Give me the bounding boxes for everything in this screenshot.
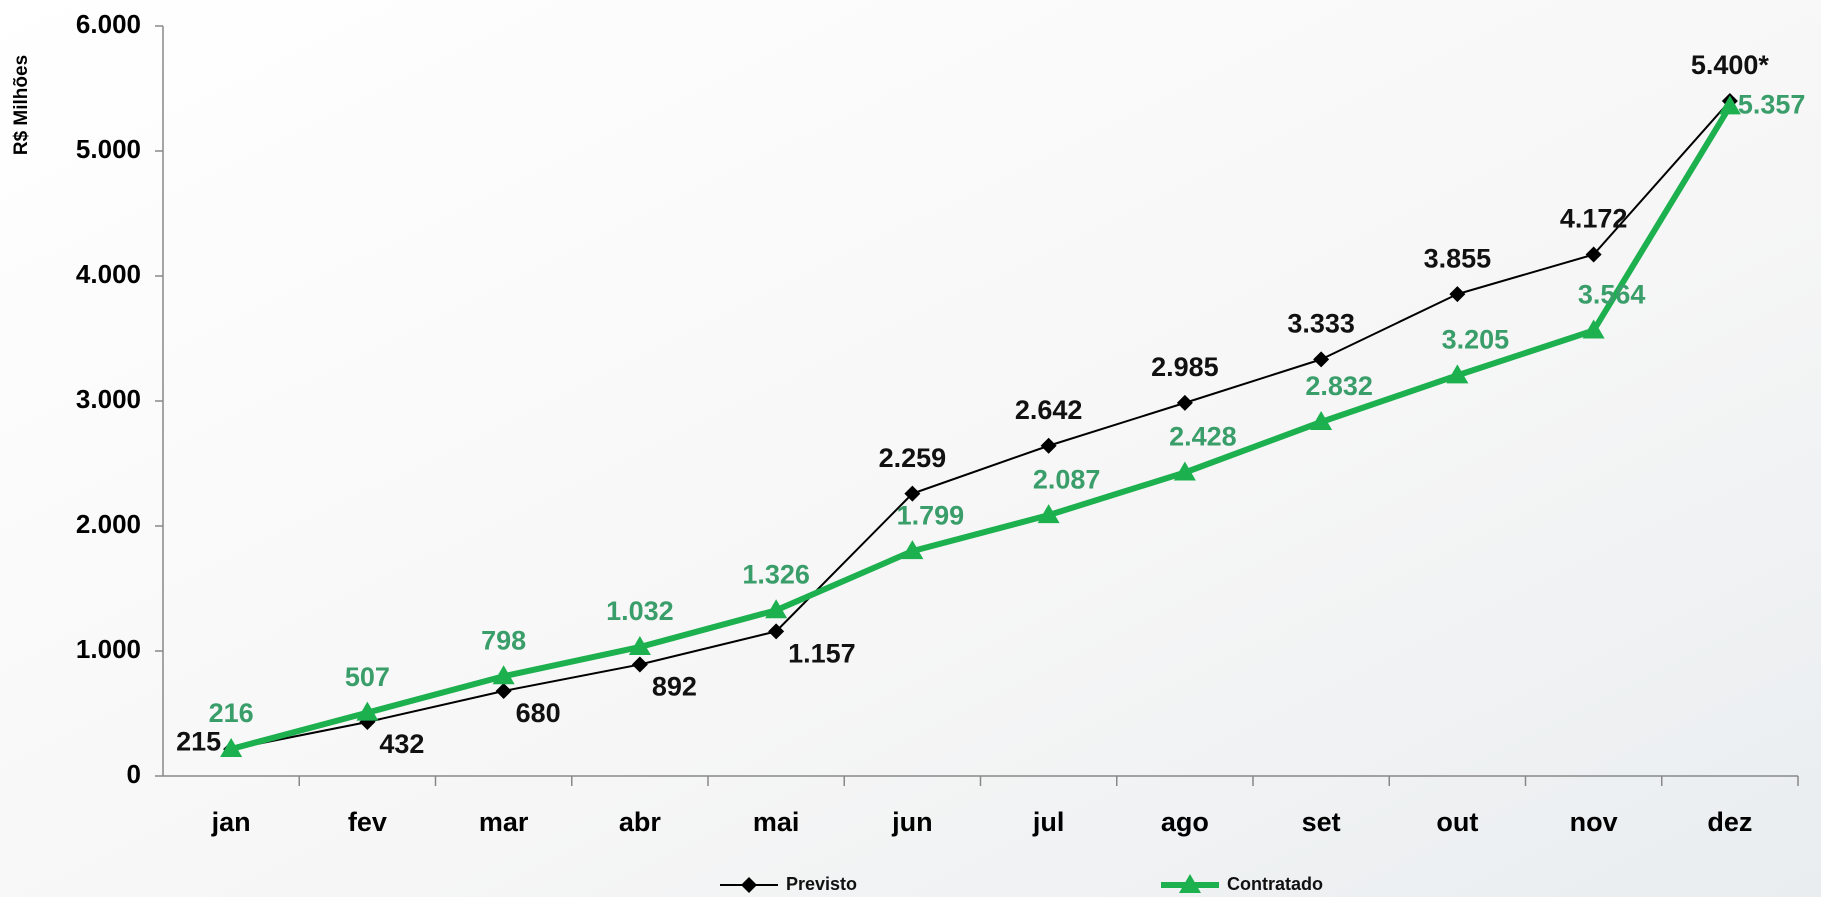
y-axis-label: R$ Milhões (11, 55, 32, 155)
x-tick-label: out (1436, 807, 1478, 837)
data-label: 2.832 (1305, 371, 1373, 401)
data-label: 3.564 (1578, 280, 1646, 310)
y-tick-label: 3.000 (76, 384, 141, 414)
y-tick-label: 1.000 (76, 634, 141, 664)
data-label: 2.642 (1015, 395, 1083, 425)
x-tick-label: ago (1161, 807, 1209, 837)
data-label: 1.799 (897, 500, 965, 530)
y-tick-label: 5.000 (76, 134, 141, 164)
legend-label: Contratado (1227, 874, 1323, 894)
data-label: 2.259 (879, 443, 947, 473)
x-tick-label: jun (891, 807, 933, 837)
data-label: 892 (652, 672, 697, 702)
data-label: 215 (176, 726, 221, 756)
data-label: 1.326 (742, 559, 810, 589)
y-tick-label: 4.000 (76, 259, 141, 289)
chart: R$ Milhões 0 1.000 2.000 3.000 4.000 5.000 6.0… (0, 0, 1821, 897)
x-tick-label: jul (1032, 807, 1065, 837)
data-label: 3.205 (1442, 325, 1510, 355)
y-tick-label: 6.000 (76, 9, 141, 39)
x-tick-label: jan (211, 807, 251, 837)
x-tick-label: mai (753, 807, 800, 837)
x-tick-label: mar (479, 807, 529, 837)
data-label: 798 (481, 625, 526, 655)
legend-label: Previsto (786, 874, 857, 894)
data-label: 3.855 (1424, 243, 1492, 273)
x-tick-label: fev (348, 807, 387, 837)
data-label: 1.157 (788, 639, 856, 669)
x-tick-label: abr (619, 807, 662, 837)
data-label: 2.428 (1169, 422, 1237, 452)
data-label: 5.400* (1691, 50, 1770, 80)
x-tick-label: nov (1570, 807, 1618, 837)
data-label: 3.333 (1287, 309, 1355, 339)
data-label: 507 (345, 662, 390, 692)
x-tick-label: dez (1707, 807, 1752, 837)
y-tick-label: 2.000 (76, 509, 141, 539)
data-label: 5.357 (1738, 90, 1806, 120)
data-label: 680 (516, 698, 561, 728)
data-label: 1.032 (606, 596, 674, 626)
data-label: 216 (209, 698, 254, 728)
data-label: 2.985 (1151, 352, 1219, 382)
data-label: 4.172 (1560, 204, 1628, 234)
y-tick-label: 0 (127, 759, 141, 789)
x-tick-label: set (1302, 807, 1341, 837)
data-label: 432 (379, 729, 424, 759)
data-label: 2.087 (1033, 464, 1101, 494)
